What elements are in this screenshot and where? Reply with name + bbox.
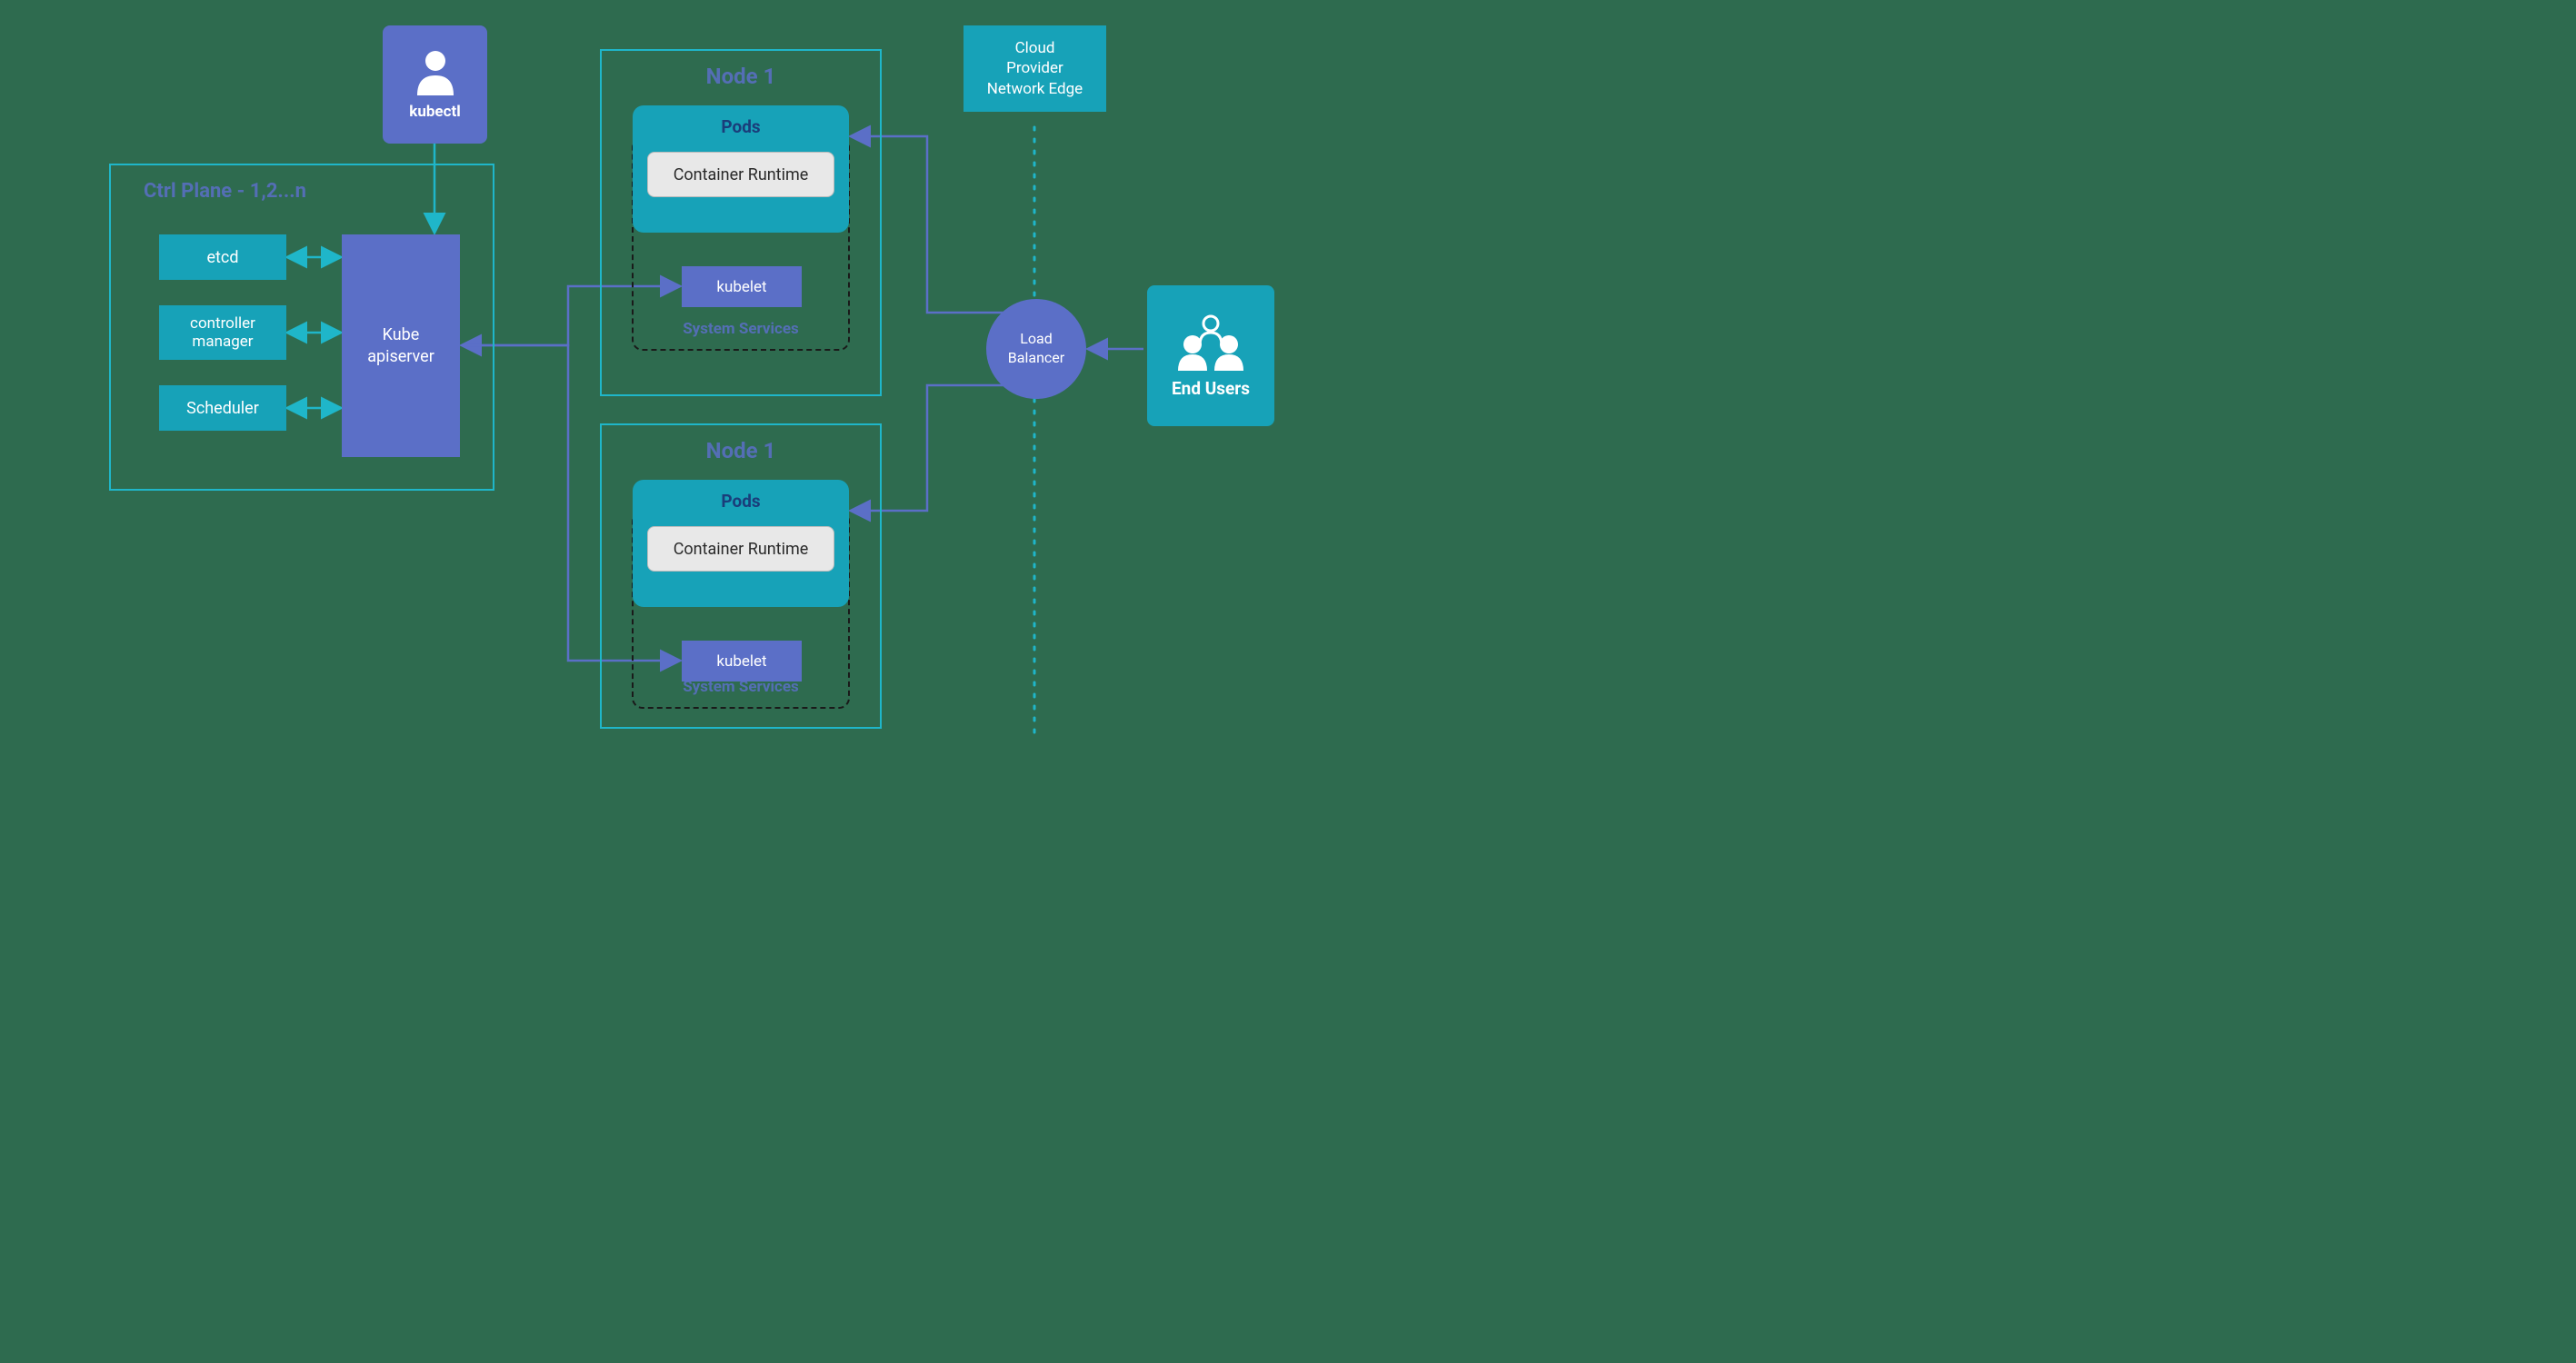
cloud-edge-box: Cloud Provider Network Edge [964,25,1106,112]
etcd-box: etcd [159,234,286,280]
container-runtime-label: Container Runtime [674,165,809,184]
pods-label: Pods [633,491,849,512]
kube-apiserver-label: Kube apiserver [367,324,434,367]
load-balancer-circle: Load Balancer [986,299,1086,399]
container-runtime-box: Container Runtime [647,526,834,572]
controller-manager-label: controller manager [190,314,255,352]
load-balancer-label: Load Balancer [1008,330,1064,368]
node-title: Node 1 [602,438,880,463]
end-users-label: End Users [1172,378,1250,399]
pods-label: Pods [633,116,849,137]
kubelet-label: kubelet [716,278,766,296]
users-icon [1174,313,1247,371]
system-services-label: System Services [634,320,848,338]
ctrl-plane-title: Ctrl Plane - 1,2...n [144,180,306,203]
etcd-label: etcd [206,248,238,267]
controller-manager-box: controller manager [159,305,286,360]
kubectl-label: kubectl [409,103,460,121]
kube-apiserver-box: Kube apiserver [342,234,460,457]
container-runtime-box: Container Runtime [647,152,834,197]
kubelet-box: kubelet [682,641,802,682]
scheduler-label: Scheduler [186,399,259,418]
node-title: Node 1 [602,64,880,89]
end-users-box: End Users [1147,285,1274,426]
kubectl-box: kubectl [383,25,487,144]
cloud-edge-label: Cloud Provider Network Edge [987,38,1083,98]
kubelet-box: kubelet [682,266,802,307]
container-runtime-label: Container Runtime [674,540,809,559]
user-icon [415,48,455,95]
kubelet-label: kubelet [716,652,766,671]
scheduler-box: Scheduler [159,385,286,431]
